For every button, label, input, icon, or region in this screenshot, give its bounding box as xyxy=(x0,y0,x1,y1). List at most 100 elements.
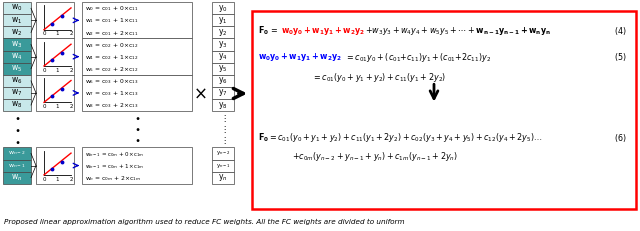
Text: y$_8$: y$_8$ xyxy=(218,100,228,111)
Text: 2: 2 xyxy=(69,31,73,36)
Text: w$_n$: w$_n$ xyxy=(12,172,22,183)
Text: w$_4$ = c$_{02}$ + 1$\times$c$_{12}$: w$_4$ = c$_{02}$ + 1$\times$c$_{12}$ xyxy=(85,53,138,62)
Text: w$_8$: w$_8$ xyxy=(12,100,22,110)
Text: y$_{n-2}$: y$_{n-2}$ xyxy=(216,149,230,158)
Bar xyxy=(36,2,74,39)
Bar xyxy=(3,26,31,39)
Text: 0: 0 xyxy=(42,68,45,73)
Bar xyxy=(3,39,31,51)
Bar xyxy=(3,159,31,172)
Text: $\vdots$: $\vdots$ xyxy=(220,124,227,135)
Text: $\bullet$: $\bullet$ xyxy=(14,136,20,146)
Bar xyxy=(212,87,234,99)
Text: w$_4$: w$_4$ xyxy=(12,52,22,62)
Bar xyxy=(82,75,192,111)
Bar xyxy=(36,75,74,111)
Text: $\mathbf{w_0y_0 + w_1y_1 + w_2y_2}$: $\mathbf{w_0y_0 + w_1y_1 + w_2y_2}$ xyxy=(258,51,342,63)
Text: y$_7$: y$_7$ xyxy=(218,88,228,98)
Text: $= c_{01}y_0 + (c_{01}{+}c_{11})y_1 + (c_{01}{+}2c_{11})y_2$: $= c_{01}y_0 + (c_{01}{+}c_{11})y_1 + (c… xyxy=(345,51,491,64)
Text: w$_{n-1}$ = c$_{0m}$ + 0$\times$c$_{1m}$: w$_{n-1}$ = c$_{0m}$ + 0$\times$c$_{1m}$ xyxy=(85,150,144,158)
Bar xyxy=(212,63,234,75)
Text: w$_2$ = c$_{01}$ + 2$\times$c$_{11}$: w$_2$ = c$_{01}$ + 2$\times$c$_{11}$ xyxy=(85,29,138,37)
Bar xyxy=(82,147,192,184)
Bar xyxy=(212,2,234,14)
Text: $+ w_3y_3 + w_4y_4 + w_5y_5 + \cdots + \mathbf{w_{n-1}y_{n-1} + w_ny_n}$: $+ w_3y_3 + w_4y_4 + w_5y_5 + \cdots + \… xyxy=(365,25,551,37)
Text: 1: 1 xyxy=(56,104,60,109)
Text: $(6)$: $(6)$ xyxy=(614,131,627,143)
Text: w$_6$ = c$_{03}$ + 0$\times$c$_{13}$: w$_6$ = c$_{03}$ + 0$\times$c$_{13}$ xyxy=(85,77,138,86)
Bar xyxy=(212,159,234,172)
Bar xyxy=(252,11,636,209)
Text: w$_1$ = c$_{01}$ + 1$\times$c$_{11}$: w$_1$ = c$_{01}$ + 1$\times$c$_{11}$ xyxy=(85,16,138,25)
Text: y$_4$: y$_4$ xyxy=(218,51,228,62)
Bar xyxy=(36,39,74,75)
Text: y$_n$: y$_n$ xyxy=(218,172,228,183)
Bar xyxy=(3,99,31,111)
Text: $\bullet$: $\bullet$ xyxy=(14,124,20,134)
Text: w$_5$: w$_5$ xyxy=(12,64,22,74)
Text: w$_{n-2}$: w$_{n-2}$ xyxy=(8,149,26,157)
Text: w$_3$: w$_3$ xyxy=(12,39,22,50)
Text: $\vdots$: $\vdots$ xyxy=(220,135,227,146)
Text: $\times$: $\times$ xyxy=(193,85,207,103)
Text: 1: 1 xyxy=(56,68,60,73)
Text: w$_6$: w$_6$ xyxy=(12,76,23,86)
Text: w$_{n-1}$ = c$_{0m}$ + 1$\times$c$_{1m}$: w$_{n-1}$ = c$_{0m}$ + 1$\times$c$_{1m}$ xyxy=(85,162,144,171)
Text: $\vdots$: $\vdots$ xyxy=(220,113,227,124)
Text: 2: 2 xyxy=(69,68,73,73)
Text: 0: 0 xyxy=(42,104,45,109)
Bar xyxy=(3,75,31,87)
Text: w$_7$ = c$_{03}$ + 1$\times$c$_{13}$: w$_7$ = c$_{03}$ + 1$\times$c$_{13}$ xyxy=(85,89,138,98)
Bar xyxy=(212,99,234,111)
Text: $\mathbf{F_0} = c_{01}(y_0 + y_1 + y_2) + c_{11}(y_1 + 2y_2) + c_{02}(y_3 + y_4 : $\mathbf{F_0} = c_{01}(y_0 + y_1 + y_2) … xyxy=(258,131,543,144)
Text: y$_6$: y$_6$ xyxy=(218,75,228,86)
Bar xyxy=(3,14,31,26)
Text: 1: 1 xyxy=(56,176,60,182)
Text: w$_0$ = c$_{01}$ + 0$\times$c$_{11}$: w$_0$ = c$_{01}$ + 0$\times$c$_{11}$ xyxy=(85,4,138,13)
Text: w$_n$ = c$_{0m}$ + 2$\times$c$_{1m}$: w$_n$ = c$_{0m}$ + 2$\times$c$_{1m}$ xyxy=(85,174,141,183)
Text: y$_{n-1}$: y$_{n-1}$ xyxy=(216,161,230,170)
Bar xyxy=(82,2,192,39)
Bar xyxy=(212,14,234,26)
Bar xyxy=(212,51,234,63)
Text: 2: 2 xyxy=(69,176,73,182)
Text: $\bullet$: $\bullet$ xyxy=(14,112,20,122)
Text: $\bullet$: $\bullet$ xyxy=(134,112,140,122)
Text: y$_3$: y$_3$ xyxy=(218,39,228,50)
Text: w$_3$ = c$_{02}$ + 0$\times$c$_{12}$: w$_3$ = c$_{02}$ + 0$\times$c$_{12}$ xyxy=(85,41,138,50)
Text: 2: 2 xyxy=(69,104,73,109)
Text: $= c_{01}(y_0 + y_1 + y_2) + c_{11}(y_1 + 2y_2)$: $= c_{01}(y_0 + y_1 + y_2) + c_{11}(y_1 … xyxy=(312,70,446,83)
Bar xyxy=(212,147,234,159)
Text: $(5)$: $(5)$ xyxy=(614,51,627,63)
Text: $(4)$: $(4)$ xyxy=(614,25,627,37)
Bar xyxy=(82,39,192,75)
Bar xyxy=(3,87,31,99)
Bar xyxy=(212,172,234,184)
Text: $\mathbf{F_0}$ =: $\mathbf{F_0}$ = xyxy=(258,24,279,37)
Bar xyxy=(3,147,31,159)
Bar xyxy=(212,26,234,39)
Text: w$_2$: w$_2$ xyxy=(12,27,22,38)
Text: 0: 0 xyxy=(42,176,45,182)
Text: $\bullet$: $\bullet$ xyxy=(134,123,140,133)
Text: Proposed linear approximation algorithm used to reduce FC weights. All the FC we: Proposed linear approximation algorithm … xyxy=(4,219,404,225)
Text: w$_1$: w$_1$ xyxy=(12,15,22,26)
Text: $\bullet$: $\bullet$ xyxy=(134,134,140,144)
Bar xyxy=(3,63,31,75)
Text: y$_5$: y$_5$ xyxy=(218,63,228,74)
Bar xyxy=(36,147,74,184)
Text: y$_2$: y$_2$ xyxy=(218,27,228,38)
Text: w$_8$ = c$_{03}$ + 2$\times$c$_{13}$: w$_8$ = c$_{03}$ + 2$\times$c$_{13}$ xyxy=(85,101,138,110)
Text: w$_{n-1}$: w$_{n-1}$ xyxy=(8,162,26,170)
Text: $\mathbf{w_0y_0 + w_1y_1 + w_2y_2}$: $\mathbf{w_0y_0 + w_1y_1 + w_2y_2}$ xyxy=(281,25,365,37)
Text: w$_7$: w$_7$ xyxy=(12,88,22,98)
Bar xyxy=(212,39,234,51)
Text: 0: 0 xyxy=(42,31,45,36)
Bar xyxy=(3,172,31,184)
Text: y$_0$: y$_0$ xyxy=(218,3,228,14)
Text: y$_1$: y$_1$ xyxy=(218,15,228,26)
Text: $+c_{0m}(y_{n-2} + y_{n-1} + y_n) + c_{1m}(y_{n-1} + 2y_n)$: $+c_{0m}(y_{n-2} + y_{n-1} + y_n) + c_{1… xyxy=(292,150,458,163)
Text: 1: 1 xyxy=(56,31,60,36)
Bar xyxy=(3,2,31,14)
Text: w$_5$ = c$_{02}$ + 2$\times$c$_{12}$: w$_5$ = c$_{02}$ + 2$\times$c$_{12}$ xyxy=(85,65,138,74)
